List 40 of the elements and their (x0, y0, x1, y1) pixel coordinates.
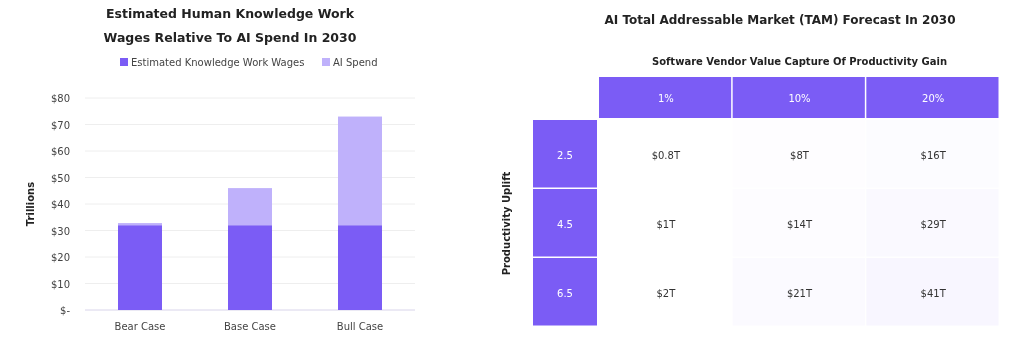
y-tick-label: $80 (50, 93, 70, 104)
data-label: $41T (920, 287, 947, 299)
x-tick-label: Base Case (223, 321, 277, 332)
y-tick-label: $70 (50, 119, 70, 131)
data-label: $14T (786, 218, 813, 230)
y-tick-label: $10 (50, 278, 70, 290)
y-tick-label: $20 (50, 252, 70, 263)
data-label: $29T (920, 218, 947, 230)
chart-title: AI Total Addressable Market (TAM) Forecast In 2030 (604, 13, 956, 27)
bar (338, 225, 382, 310)
y-tick-label: 6.5 (557, 287, 573, 299)
x-axis-title: Software Vendor Value Capture Of Productivity Gain (651, 56, 948, 67)
y-axis-title: Trillions (25, 181, 36, 227)
y-tick-label: $40 (50, 199, 70, 210)
y-tick-label: $- (60, 305, 71, 316)
bar (228, 188, 272, 226)
y-axis-title: Productivity Uplift (501, 171, 512, 276)
legend-label: AI Spend (333, 57, 378, 68)
bar (118, 223, 162, 226)
data-label: $2T (656, 287, 677, 299)
bar (118, 225, 162, 310)
data-label: $1T (656, 218, 677, 230)
x-tick-label: Bull Case (336, 321, 384, 332)
data-label: $0.8T (651, 149, 681, 161)
x-tick-label: Bear Case (114, 321, 166, 332)
x-tick-label: 10% (788, 92, 811, 104)
y-tick-label: $30 (50, 225, 70, 237)
y-tick-label: $50 (50, 172, 70, 184)
x-tick-label: 20% (922, 92, 945, 104)
legend-label: Estimated Knowledge Work Wages (131, 57, 305, 68)
data-label: $8T (790, 149, 810, 161)
y-tick-label: 2.5 (557, 149, 573, 161)
x-tick-label: 1% (657, 92, 674, 104)
data-label: $21T (786, 287, 813, 299)
bar (338, 116, 382, 226)
y-tick-label: 4.5 (557, 218, 573, 230)
data-label: $16T (920, 149, 947, 161)
chart-title: Estimated Human Knowledge Work Wages Relative To AI Spend In 2030 (103, 6, 357, 45)
bar (228, 225, 272, 310)
y-tick-label: $60 (50, 146, 70, 157)
